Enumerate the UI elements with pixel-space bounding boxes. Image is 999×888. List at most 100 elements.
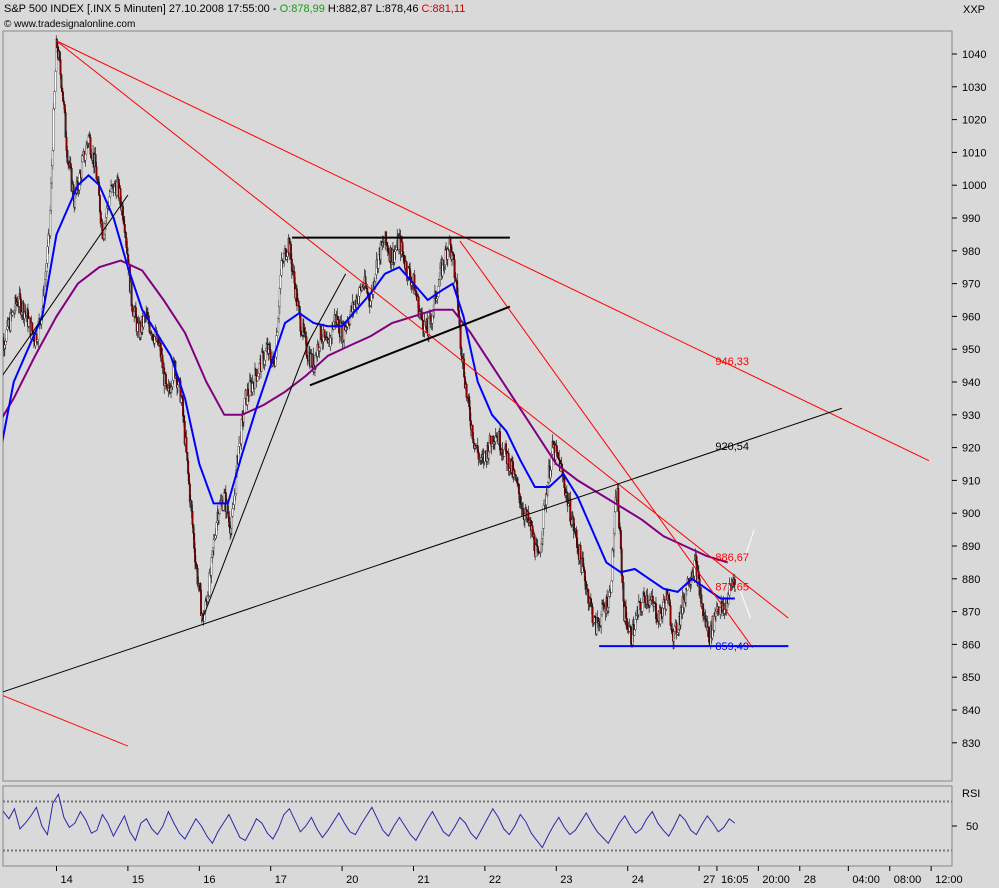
y-tick-label: 830 bbox=[962, 738, 980, 750]
trend-line bbox=[309, 305, 511, 387]
candle-body bbox=[517, 484, 520, 494]
x-tick-label: 20:00 bbox=[762, 874, 790, 886]
candle-body bbox=[451, 252, 454, 256]
candle-body bbox=[402, 251, 405, 256]
candle-body bbox=[513, 470, 516, 475]
y-tick-label: 890 bbox=[962, 541, 980, 553]
candle-body bbox=[276, 331, 279, 336]
level-label: 877,65 bbox=[715, 582, 749, 594]
level-label: 859,49 bbox=[715, 641, 749, 653]
candle-body bbox=[558, 457, 561, 461]
x-tick-label: 24 bbox=[632, 874, 644, 886]
rsi-tick-label: 50 bbox=[966, 821, 978, 833]
level-label: 920,54 bbox=[715, 441, 749, 453]
rsi-plot bbox=[3, 793, 952, 852]
candle-body bbox=[185, 437, 188, 453]
candle-body bbox=[733, 579, 736, 585]
trend-line bbox=[745, 529, 755, 556]
candle-body bbox=[708, 627, 711, 643]
candle-body bbox=[254, 368, 257, 376]
chart-header: S&P 500 INDEX [.INX 5 Minuten] 27.10.200… bbox=[4, 3, 465, 15]
x-axis: 14 15 16 17 20 21 22 23 24 27 16:05 20:00 28 04:00 08:… bbox=[56, 866, 963, 886]
x-tick-label: 14 bbox=[61, 874, 73, 886]
x-tick-label: 16:05 bbox=[721, 874, 749, 886]
candle-body bbox=[231, 508, 234, 517]
candle-body bbox=[646, 595, 649, 605]
trend-line bbox=[459, 240, 754, 648]
candle-body bbox=[54, 71, 57, 92]
y-tick-label: 870 bbox=[962, 607, 980, 619]
x-tick-label: 08:00 bbox=[894, 874, 922, 886]
candle-body bbox=[472, 438, 475, 444]
candle-body bbox=[164, 373, 167, 385]
candle-body bbox=[622, 582, 625, 602]
candle-body bbox=[619, 530, 622, 549]
candle-body bbox=[613, 511, 616, 534]
x-tick-label: 27 bbox=[703, 874, 715, 886]
rsi-title: RSI bbox=[962, 788, 980, 800]
x-tick-label: 04:00 bbox=[852, 874, 880, 886]
source-credit: © www.tradesignalonline.com bbox=[4, 19, 136, 30]
x-tick-label: 23 bbox=[560, 874, 572, 886]
x-tick-label: 16 bbox=[203, 874, 215, 886]
y-tick-label: 860 bbox=[962, 639, 980, 651]
candle-body bbox=[669, 605, 672, 626]
candle-body bbox=[444, 249, 447, 265]
trend-line bbox=[305, 273, 347, 347]
candle-body bbox=[59, 59, 62, 75]
candle-body bbox=[579, 545, 582, 559]
trend-line bbox=[3, 695, 129, 747]
candle-body bbox=[641, 602, 644, 612]
x-tick-label: 28 bbox=[804, 874, 816, 886]
x-tick-label: 12:00 bbox=[935, 874, 963, 886]
candle-body bbox=[130, 281, 133, 307]
x-tick-label: 21 bbox=[418, 874, 430, 886]
fast-moving-average bbox=[3, 174, 735, 600]
y-tick-label: 1000 bbox=[962, 180, 986, 192]
trend-line bbox=[200, 339, 311, 622]
candle-body bbox=[290, 259, 293, 272]
trend-line bbox=[737, 585, 751, 619]
candle-body bbox=[61, 87, 64, 92]
candle-body bbox=[223, 492, 226, 505]
candle-body bbox=[218, 503, 221, 515]
candle-body bbox=[191, 510, 194, 525]
y-tick-label: 920 bbox=[962, 443, 980, 455]
y-tick-label: 900 bbox=[962, 508, 980, 520]
rsi-line bbox=[3, 793, 736, 849]
candle-body bbox=[505, 443, 507, 452]
candle-body bbox=[98, 195, 101, 213]
x-tick-label: 17 bbox=[275, 874, 287, 886]
y-tick-label: 910 bbox=[962, 475, 980, 487]
y-tick-label: 990 bbox=[962, 213, 980, 225]
price-y-axis: 1040 1030 1020 1010 1000 990 980 970 960 950 940 93… bbox=[952, 49, 986, 750]
y-tick-label: 960 bbox=[962, 311, 980, 323]
candle-body bbox=[643, 596, 646, 603]
candle-body bbox=[460, 348, 463, 357]
candle-body bbox=[126, 247, 129, 255]
x-tick-label: 15 bbox=[132, 874, 144, 886]
level-label: 946,33 bbox=[715, 356, 749, 368]
trend-line bbox=[56, 40, 789, 619]
high-low-values: H:882,87 L:878,46 bbox=[324, 3, 422, 15]
close-value: C:881,11 bbox=[421, 3, 466, 15]
candle-body bbox=[630, 627, 633, 645]
candle-body bbox=[53, 91, 56, 109]
candle-body bbox=[649, 600, 651, 606]
candle-body bbox=[256, 376, 259, 382]
candle-body bbox=[84, 153, 87, 161]
y-tick-label: 1040 bbox=[962, 49, 986, 61]
candle-body bbox=[78, 173, 81, 191]
y-tick-label: 980 bbox=[962, 246, 980, 258]
level-label: 886,67 bbox=[715, 552, 749, 564]
corner-label: XXP bbox=[963, 4, 986, 16]
candle-body bbox=[51, 150, 54, 166]
trend-line bbox=[3, 194, 129, 376]
open-value: O:878,99 bbox=[279, 3, 325, 15]
y-tick-label: 850 bbox=[962, 672, 980, 684]
y-tick-label: 940 bbox=[962, 377, 980, 389]
y-tick-label: 1020 bbox=[962, 115, 986, 127]
candle-body bbox=[465, 384, 468, 398]
